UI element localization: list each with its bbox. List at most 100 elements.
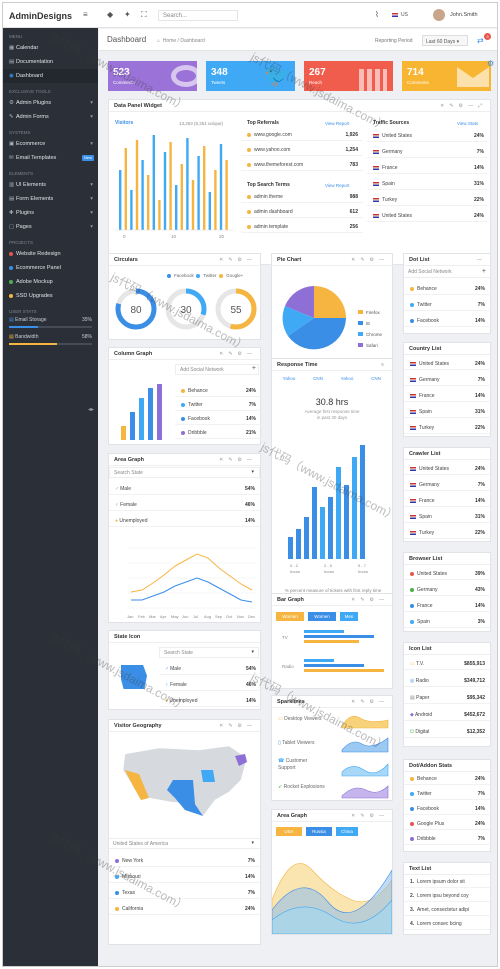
panel-controls[interactable]: ✕✎⚙— <box>351 813 389 819</box>
reporting-period-select[interactable]: Last 60 Days ▾ <box>422 35 468 46</box>
tab-cnn-2[interactable]: CNN <box>371 376 381 381</box>
list-item[interactable]: Dribbble 7% <box>404 834 490 845</box>
panel-controls[interactable]: ✕✎⚙—⤢ <box>440 103 487 109</box>
panel-controls[interactable]: ✕✎⚙— <box>219 723 257 729</box>
collapse-sidebar-icon[interactable]: ◂▸ <box>88 407 95 413</box>
list-item[interactable]: Turkey 22% <box>404 528 490 539</box>
list-item[interactable]: Germany 7% <box>404 480 490 491</box>
panel-menu-icon[interactable]: ≡ <box>381 362 389 368</box>
list-item[interactable]: ▤ Paper $95,342 <box>404 693 490 704</box>
sidebar-item-project-4[interactable]: SSD Upgrades <box>3 289 98 303</box>
list-item[interactable]: 3. Amet, consectetur adipi <box>404 905 490 916</box>
list-item[interactable]: Texas 7% <box>109 888 260 899</box>
list-item[interactable]: United States 24% <box>367 131 489 142</box>
sidebar-item-project-2[interactable]: Ecommerce Panel <box>3 261 98 275</box>
chevron-down-icon[interactable]: ▾ <box>251 840 254 846</box>
notification-icon[interactable]: ⇄ <box>477 36 484 45</box>
list-item[interactable]: Behance 24% <box>404 284 490 295</box>
men-button[interactable]: Men <box>340 612 358 621</box>
sparkline-row[interactable]: ☎ Customer Support <box>278 758 308 771</box>
list-item[interactable]: Facebook 14% <box>404 804 490 815</box>
usa-button[interactable]: USA <box>276 827 302 836</box>
list-item[interactable]: Twitter 7% <box>404 789 490 800</box>
stat-card-tweets[interactable]: 348 Tweets 🐦 <box>206 61 295 91</box>
sidebar-item-plugins[interactable]: ✚ Plugins ▾ <box>3 206 98 220</box>
list-item[interactable]: Behance 24% <box>175 386 261 397</box>
sparkline-row[interactable]: ➶ Rocket Explosions <box>278 784 325 790</box>
list-item[interactable]: Facebook 14% <box>404 316 490 327</box>
list-item[interactable]: Turkey 22% <box>404 423 490 434</box>
sidebar-item-admin-plugins[interactable]: ⚙ Admin Plugins ▾ <box>3 96 98 110</box>
panel-controls[interactable]: ✕✎⚙— <box>351 699 389 705</box>
russia-button[interactable]: Russia <box>306 827 332 836</box>
panel-controls[interactable]: — <box>477 257 487 263</box>
list-item[interactable]: Twitter 7% <box>404 300 490 311</box>
list-item[interactable]: admin template 256 <box>241 222 363 233</box>
list-item[interactable]: New York 7% <box>109 856 260 867</box>
list-item[interactable]: www.themeforest.com 783 <box>241 160 363 171</box>
list-item[interactable]: Spain 31% <box>404 512 490 523</box>
list-item[interactable]: ⏻ Digital $12,352 <box>404 727 490 738</box>
sidebar-item-pages[interactable]: ▢ Pages ▾ <box>3 220 98 234</box>
sidebar-item-admin-forms[interactable]: ✎ Admin Forms ▾ <box>3 110 98 124</box>
panel-controls[interactable]: ✕✎⚙— <box>219 457 257 463</box>
list-item[interactable]: Facebook 14% <box>175 414 261 425</box>
list-item[interactable]: Germany 43% <box>404 585 490 596</box>
language-selector[interactable]: US <box>392 12 408 18</box>
list-item[interactable]: 1. Lorem ipsum dolor sit <box>404 877 490 888</box>
list-item[interactable]: ◎ Radio $349,712 <box>404 676 490 687</box>
list-item[interactable]: 4. Lorem consec bcing <box>404 919 490 930</box>
tab-yahoo[interactable]: Yahoo <box>282 376 296 381</box>
search-state-select[interactable]: Search State <box>109 467 260 478</box>
chevron-down-icon[interactable]: ▾ <box>251 469 254 475</box>
chevron-down-icon[interactable]: ▾ <box>251 649 254 655</box>
list-item[interactable]: Google Plus 24% <box>404 819 490 830</box>
home-icon[interactable]: ⌂ <box>157 38 161 44</box>
list-item[interactable]: admin theme 988 <box>241 192 363 203</box>
stat-card-comments-2[interactable]: 714 Comments <box>402 61 491 91</box>
user-name[interactable]: John.Smith <box>450 12 478 18</box>
women-button[interactable]: Women <box>276 612 304 621</box>
tab-yahoo-2[interactable]: Yahoo <box>340 376 354 381</box>
sidebar-item-ecommerce[interactable]: ▣ Ecommerce ▾ <box>3 137 98 151</box>
sparkline-row[interactable]: ▭ Desktop Viewers <box>278 716 322 722</box>
list-item[interactable]: Twitter 7% <box>175 400 261 411</box>
list-item[interactable]: Spain 31% <box>367 179 489 190</box>
list-item[interactable]: Missouri 14% <box>109 872 260 883</box>
list-item[interactable]: www.yahoo.com 1,254 <box>241 145 363 156</box>
sidebar-item-form-elements[interactable]: ▤ Form Elements ▾ <box>3 192 98 206</box>
list-item[interactable]: Germany 7% <box>404 375 490 386</box>
settings-gear-icon[interactable]: ⚙ <box>487 59 495 68</box>
search-state-select[interactable]: Search State <box>159 647 259 658</box>
search-input[interactable]: Search... <box>158 10 238 21</box>
view-report-link[interactable]: View Report <box>325 121 350 126</box>
add-social-network-input[interactable]: Add Social Network <box>175 364 259 375</box>
list-item[interactable]: Dribbble 21% <box>175 428 261 439</box>
sidebar-item-project-3[interactable]: Adobe Mockup <box>3 275 98 289</box>
view-report-link-2[interactable]: View Report <box>325 183 350 188</box>
sidebar-item-project-1[interactable]: Website Redesign <box>3 247 98 261</box>
list-item[interactable]: ♀ Female 46% <box>109 500 260 511</box>
list-item[interactable]: ◆ Android $452,672 <box>404 710 490 721</box>
list-item[interactable]: Germany 7% <box>367 147 489 158</box>
brand-logo[interactable]: AdminDesigns <box>9 11 73 21</box>
add-social-network-input[interactable]: Add Social Network <box>404 267 490 278</box>
signal-icon[interactable]: ⌇ <box>375 10 379 19</box>
list-item[interactable]: France 14% <box>367 163 489 174</box>
list-item[interactable]: France 14% <box>404 496 490 507</box>
panel-controls[interactable]: ✕✎⚙— <box>219 351 257 357</box>
list-item[interactable]: ♀ Female 46% <box>159 680 261 691</box>
panel-controls[interactable]: ✕✎⚙— <box>351 257 389 263</box>
panel-controls[interactable]: ✕✎⚙— <box>351 597 389 603</box>
sidebar-item-email-templates[interactable]: ✉ Email Templates New <box>3 151 98 165</box>
list-item[interactable]: ● Unemployed 14% <box>159 696 261 707</box>
fullscreen-icon[interactable]: ⛶ <box>141 10 147 19</box>
sidebar-item-calendar[interactable]: ▦ Calendar <box>3 41 98 55</box>
list-item[interactable]: Spain 31% <box>404 407 490 418</box>
country-select[interactable]: United States of America <box>109 838 260 849</box>
magic-wand-icon[interactable]: ✦ <box>124 10 131 19</box>
list-item[interactable]: France 14% <box>404 601 490 612</box>
stat-card-reach[interactable]: 267 Reach <box>304 61 393 91</box>
list-item[interactable]: ● Unemployed 14% <box>109 516 260 527</box>
view-stats-link[interactable]: View Stats <box>457 121 479 126</box>
